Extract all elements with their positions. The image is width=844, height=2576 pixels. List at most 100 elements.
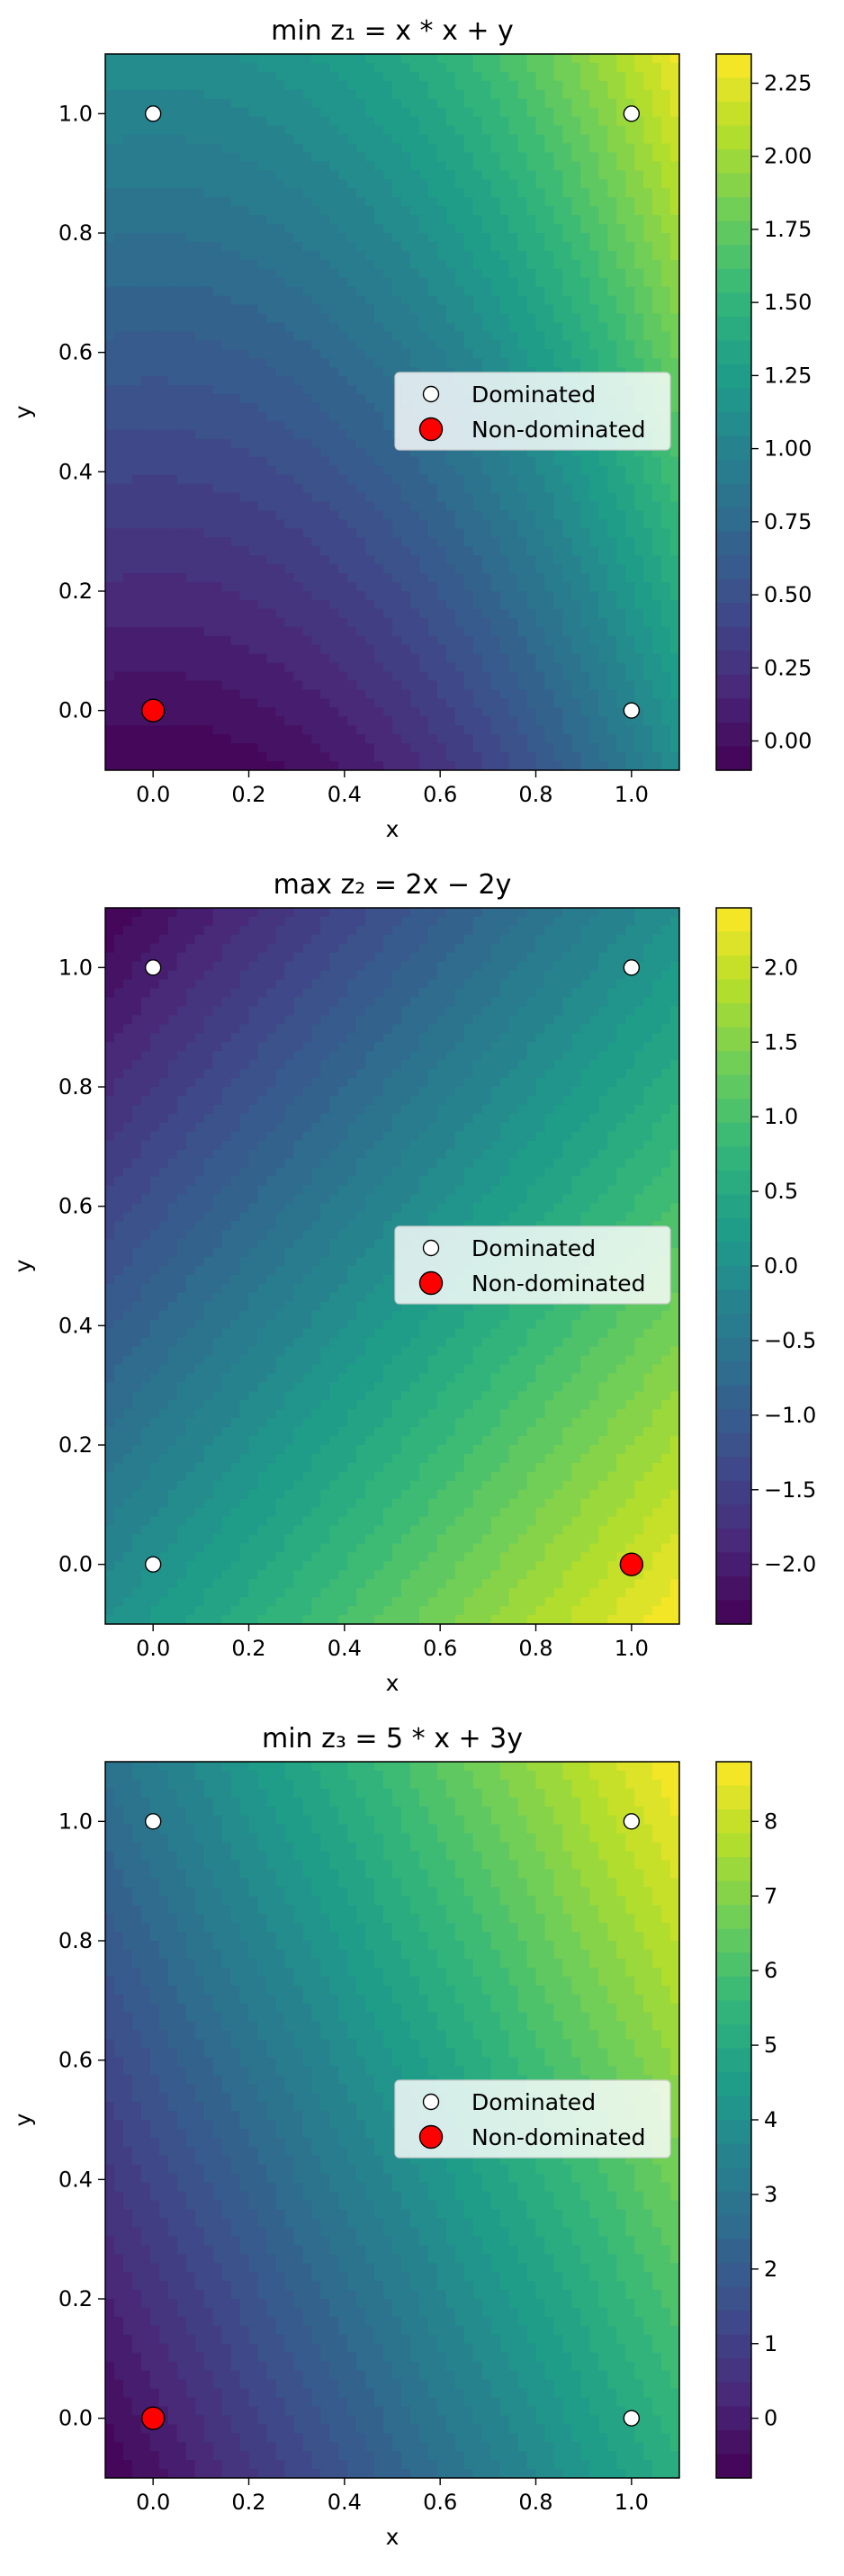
contour-cell [580, 331, 591, 342]
contour-cell [499, 89, 510, 100]
contour-cell [176, 295, 187, 306]
contour-cell [607, 752, 617, 762]
contour-cell [562, 608, 573, 619]
contour-cell [140, 62, 151, 73]
contour-cell [418, 698, 429, 709]
contour-cell [140, 761, 151, 770]
contour-cell [562, 116, 573, 127]
contour-cell [275, 367, 286, 377]
contour-cell [149, 582, 160, 592]
contour-cell [481, 304, 492, 315]
contour-cell [553, 80, 564, 91]
contour-cell [544, 349, 555, 359]
contour-cell [167, 680, 178, 691]
contour-cell [266, 617, 277, 628]
contour-cell [409, 340, 420, 351]
contour-cell [517, 644, 528, 655]
contour-cell [454, 340, 465, 351]
contour-cell [490, 233, 501, 243]
contour-cell [122, 510, 133, 521]
contour-cell [221, 680, 232, 691]
contour-cell [544, 125, 555, 136]
contour-cell [347, 403, 357, 413]
contour-cell [266, 671, 277, 682]
contour-cell [284, 367, 295, 377]
contour-cell [167, 170, 178, 180]
contour-cell [383, 188, 393, 198]
contour-cell [598, 358, 608, 368]
contour-cell [167, 528, 178, 538]
contour-cell [517, 546, 528, 556]
contour-cell [517, 224, 528, 234]
contour-cell [311, 707, 321, 717]
contour-cell [257, 376, 268, 386]
contour-cell [383, 403, 393, 413]
contour-cell [481, 313, 492, 324]
contour-cell [571, 743, 582, 753]
contour-cell [302, 250, 312, 261]
contour-cell [436, 492, 447, 503]
contour-cell [598, 635, 608, 646]
contour-cell [131, 447, 142, 458]
contour-cell [418, 707, 429, 717]
contour-cell [652, 224, 662, 234]
contour-cell [293, 259, 304, 270]
contour-cell [185, 349, 196, 359]
contour-cell [544, 250, 555, 261]
contour-cell [329, 707, 339, 717]
contour-cell [293, 564, 304, 574]
contour-cell [239, 626, 250, 637]
contour-cell [508, 143, 519, 154]
contour-cell [589, 179, 599, 189]
contour-cell [347, 564, 357, 574]
contour-cell [320, 608, 330, 619]
contour-cell [257, 420, 268, 431]
contour-cell [105, 698, 115, 709]
contour-cell [562, 501, 573, 512]
contour-cell [266, 734, 277, 744]
contour-cell [481, 546, 492, 556]
contour-cell [320, 483, 330, 494]
contour-cell [526, 573, 537, 583]
contour-cell [598, 295, 608, 306]
contour-cell [122, 259, 133, 270]
contour-cell [302, 161, 312, 172]
contour-cell [472, 716, 483, 726]
contour-cell [113, 179, 124, 189]
contour-cell [445, 197, 456, 207]
contour-cell [221, 268, 232, 279]
contour-cell [221, 653, 232, 664]
contour-cell [239, 546, 250, 556]
contour-cell [338, 277, 348, 288]
contour-cell [284, 125, 295, 136]
contour-cell [338, 528, 348, 538]
contour-cell [589, 98, 599, 109]
contour-cell [131, 483, 142, 494]
contour-cell [661, 134, 671, 145]
contour-cell [481, 501, 492, 512]
contour-cell [113, 653, 124, 664]
subplot-1: min z₁ = x * x + y 0.0 0.2 0.4 0.6 0.8 1.0 0.… [10, 15, 812, 842]
contour-cell [347, 385, 357, 395]
contour-cell [616, 233, 626, 243]
contour-cell [535, 62, 546, 73]
contour-cell [409, 689, 420, 700]
contour-cell [499, 635, 510, 646]
contour-cell [409, 233, 420, 243]
contour-cell [409, 644, 420, 655]
contour-cell [248, 564, 259, 574]
contour-cell [544, 608, 555, 619]
contour-cell [176, 662, 187, 673]
contour-cell [239, 313, 250, 324]
contour-cell [275, 322, 286, 333]
contour-cell [490, 152, 501, 163]
contour-cell [490, 501, 501, 512]
contour-cell [553, 349, 564, 359]
contour-cell [517, 233, 528, 243]
contour-cell [248, 528, 259, 538]
contour-cell [275, 438, 286, 449]
contour-cell [553, 125, 564, 136]
contour-cell [347, 152, 357, 163]
contour-cell [383, 438, 393, 449]
contour-cell [634, 465, 644, 476]
